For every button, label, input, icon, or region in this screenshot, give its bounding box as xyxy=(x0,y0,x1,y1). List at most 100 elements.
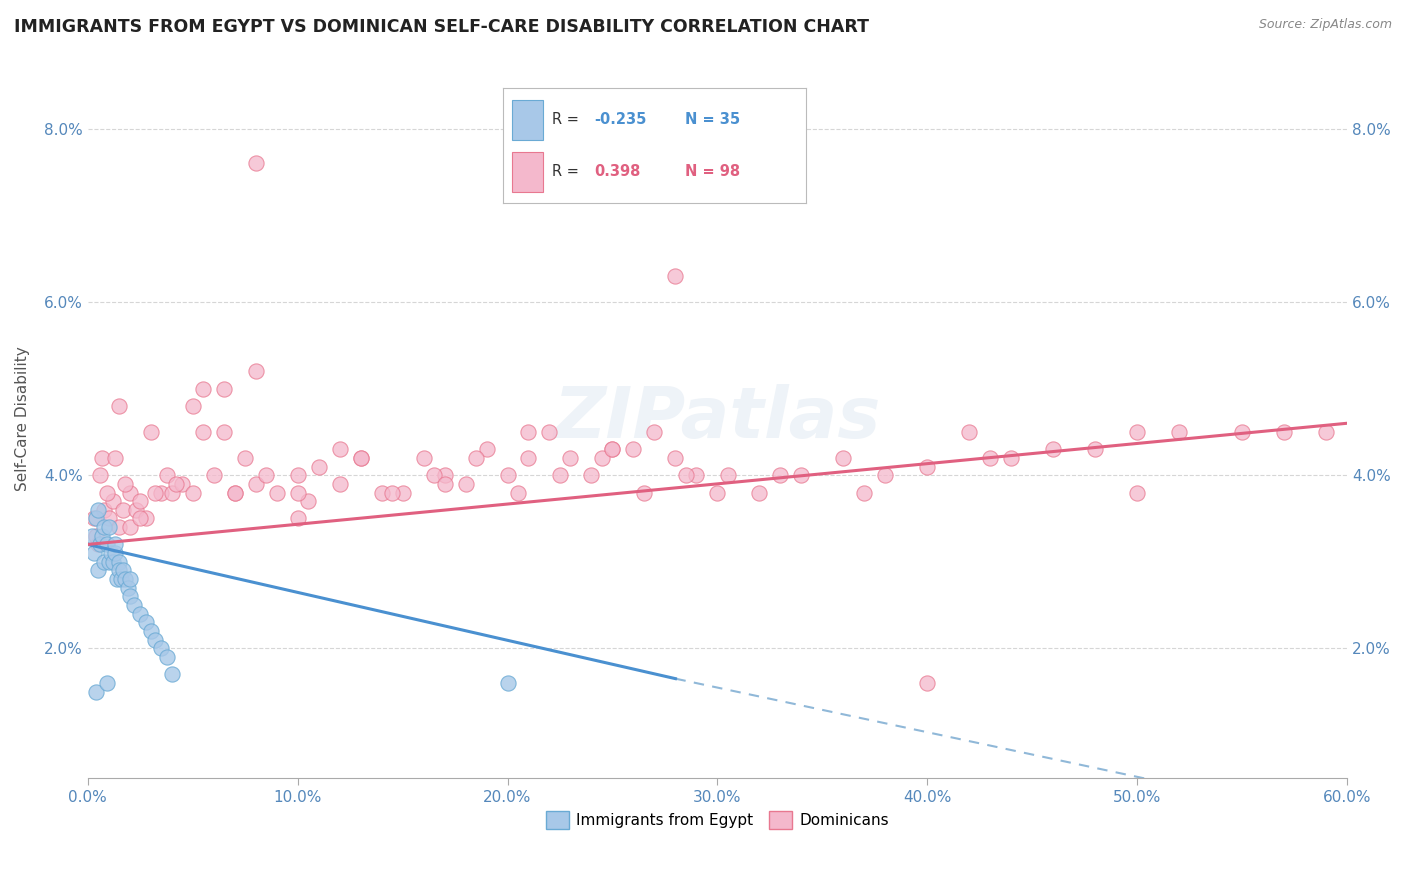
Point xyxy=(143,632,166,647)
Point xyxy=(104,450,127,465)
Point xyxy=(105,572,128,586)
Point xyxy=(118,590,141,604)
Point xyxy=(91,529,114,543)
Point xyxy=(97,520,120,534)
Point xyxy=(191,425,214,439)
Point xyxy=(87,563,110,577)
Point xyxy=(591,450,613,465)
Point xyxy=(96,485,118,500)
Point xyxy=(80,529,103,543)
Point xyxy=(329,476,352,491)
Point xyxy=(853,485,876,500)
Point xyxy=(122,598,145,612)
Point xyxy=(150,641,173,656)
Point xyxy=(114,572,136,586)
Point xyxy=(224,485,246,500)
Point xyxy=(129,494,152,508)
Point xyxy=(1168,425,1191,439)
Text: ZIPatlas: ZIPatlas xyxy=(554,384,882,453)
Point xyxy=(748,485,770,500)
Point xyxy=(538,425,561,439)
Point xyxy=(957,425,980,439)
Point xyxy=(245,364,267,378)
Point xyxy=(329,442,352,457)
Point xyxy=(979,450,1001,465)
Point xyxy=(643,425,665,439)
Point xyxy=(602,442,624,457)
Text: Source: ZipAtlas.com: Source: ZipAtlas.com xyxy=(1258,18,1392,31)
Point xyxy=(118,485,141,500)
Point xyxy=(110,572,132,586)
Point xyxy=(266,485,288,500)
Point xyxy=(135,615,157,630)
Point xyxy=(875,468,897,483)
Point xyxy=(769,468,792,483)
Point xyxy=(108,563,131,577)
Point xyxy=(433,468,456,483)
Point xyxy=(112,563,135,577)
Point xyxy=(1126,485,1149,500)
Point xyxy=(548,468,571,483)
Point xyxy=(118,520,141,534)
Point xyxy=(517,450,540,465)
Point xyxy=(254,468,277,483)
Point xyxy=(560,450,582,465)
Point xyxy=(181,485,204,500)
Point xyxy=(245,156,267,170)
Point xyxy=(108,399,131,413)
Point xyxy=(506,485,529,500)
Point xyxy=(83,546,105,560)
Point xyxy=(433,476,456,491)
Point xyxy=(84,529,107,543)
Point xyxy=(160,667,183,681)
Point xyxy=(233,450,256,465)
Point xyxy=(391,485,413,500)
Y-axis label: Self-Care Disability: Self-Care Disability xyxy=(15,346,30,491)
Point xyxy=(581,468,603,483)
Text: IMMIGRANTS FROM EGYPT VS DOMINICAN SELF-CARE DISABILITY CORRELATION CHART: IMMIGRANTS FROM EGYPT VS DOMINICAN SELF-… xyxy=(14,18,869,36)
Point xyxy=(245,476,267,491)
Point xyxy=(475,442,498,457)
Point xyxy=(135,511,157,525)
Point xyxy=(160,485,183,500)
Point xyxy=(93,503,115,517)
Point xyxy=(287,468,309,483)
Point xyxy=(100,546,122,560)
Point xyxy=(97,511,120,525)
Point xyxy=(412,450,434,465)
Point xyxy=(685,468,707,483)
Legend: Immigrants from Egypt, Dominicans: Immigrants from Egypt, Dominicans xyxy=(540,805,896,835)
Point xyxy=(91,450,114,465)
Point xyxy=(832,450,855,465)
Point xyxy=(129,511,152,525)
Point xyxy=(717,468,740,483)
Point xyxy=(675,468,697,483)
Point xyxy=(87,503,110,517)
Point xyxy=(287,485,309,500)
Point xyxy=(156,468,179,483)
Point xyxy=(465,450,488,465)
Point xyxy=(112,503,135,517)
Point xyxy=(633,485,655,500)
Point xyxy=(1232,425,1254,439)
Point xyxy=(101,494,124,508)
Point xyxy=(349,450,371,465)
Point xyxy=(381,485,404,500)
Point xyxy=(1084,442,1107,457)
Point xyxy=(308,459,330,474)
Point xyxy=(139,425,162,439)
Point xyxy=(623,442,645,457)
Point xyxy=(224,485,246,500)
Point xyxy=(165,476,187,491)
Point xyxy=(202,468,225,483)
Point xyxy=(181,399,204,413)
Point xyxy=(212,382,235,396)
Point xyxy=(664,450,686,465)
Point xyxy=(1126,425,1149,439)
Point xyxy=(517,425,540,439)
Point xyxy=(108,555,131,569)
Point xyxy=(101,555,124,569)
Point xyxy=(93,520,115,534)
Point xyxy=(150,485,173,500)
Point xyxy=(156,650,179,665)
